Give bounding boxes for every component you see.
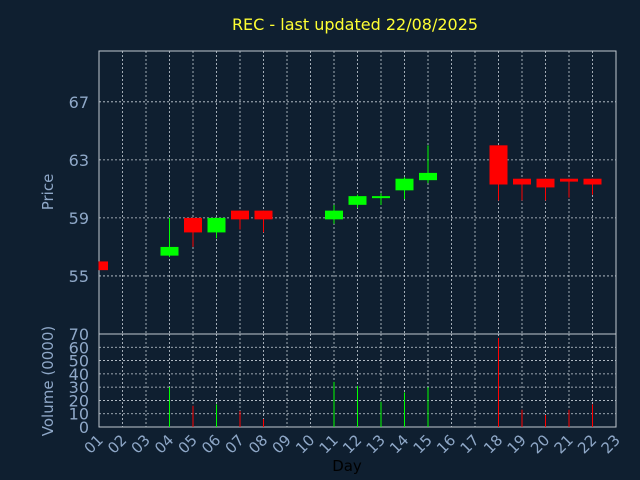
candle-body — [536, 178, 555, 188]
chart-title: REC - last updated 22/08/2025 — [232, 15, 478, 34]
volume-tick-label: 20 — [69, 391, 89, 410]
x-tick-label: 02 — [104, 431, 130, 457]
price-tick-label: 55 — [69, 267, 89, 286]
candle-body — [372, 196, 390, 199]
candle-body — [254, 210, 273, 220]
volume-tick-label: 40 — [69, 365, 89, 384]
x-tick-label: 17 — [457, 431, 483, 457]
volume-tick-label: 60 — [69, 338, 89, 357]
x-tick-label: 13 — [363, 431, 389, 457]
x-tick-label: 19 — [504, 431, 530, 457]
x-tick-label: 07 — [222, 431, 248, 457]
candle-body — [207, 217, 226, 233]
candle-body — [419, 172, 437, 181]
x-tick-label: 20 — [527, 431, 553, 457]
price-panel: 55 59 63 67 — [69, 50, 617, 335]
volume-axis-label: Volume (0000) — [39, 326, 57, 436]
price-axis-label: Price — [39, 174, 57, 211]
price-tick-label: 67 — [69, 93, 89, 112]
x-tick-label: 05 — [175, 431, 201, 457]
candle-body — [160, 246, 179, 256]
volume-tick-label: 50 — [69, 352, 89, 371]
x-tick-label: 06 — [198, 431, 224, 457]
volume-tick-label: 70 — [69, 325, 89, 344]
x-tick-label: 14 — [386, 431, 412, 457]
candle-body — [583, 178, 602, 185]
candle-body — [395, 178, 414, 191]
candle-body — [513, 178, 531, 185]
x-tick-label: 21 — [551, 431, 577, 457]
x-tick-label: 23 — [598, 431, 624, 457]
price-tick-label: 63 — [69, 151, 89, 170]
volume-tick-label: 10 — [69, 405, 89, 424]
x-tick-label: 11 — [316, 431, 342, 457]
x-axis-label: Day — [332, 457, 362, 475]
candle-body — [489, 145, 508, 185]
x-tick-label: 08 — [245, 431, 271, 457]
candle-body — [231, 210, 249, 220]
price-tick-label: 59 — [69, 209, 89, 228]
volume-tick-label: 30 — [69, 378, 89, 397]
volume-tick-label: 0 — [79, 418, 89, 437]
candle-body — [184, 217, 202, 233]
x-tick-label: 12 — [339, 431, 365, 457]
x-tick-label: 03 — [128, 431, 154, 457]
x-tick-label: 22 — [574, 431, 600, 457]
x-tick-label: 04 — [151, 431, 177, 457]
candle-body — [348, 196, 367, 205]
x-tick-label: 15 — [410, 431, 436, 457]
x-tick-label: 18 — [480, 431, 506, 457]
x-tick-label: 10 — [292, 431, 318, 457]
candle-body — [325, 210, 343, 220]
candle-body — [560, 178, 578, 182]
x-tick-label: 09 — [269, 431, 295, 457]
x-tick-label: 16 — [433, 431, 459, 457]
candle-body — [99, 261, 108, 271]
